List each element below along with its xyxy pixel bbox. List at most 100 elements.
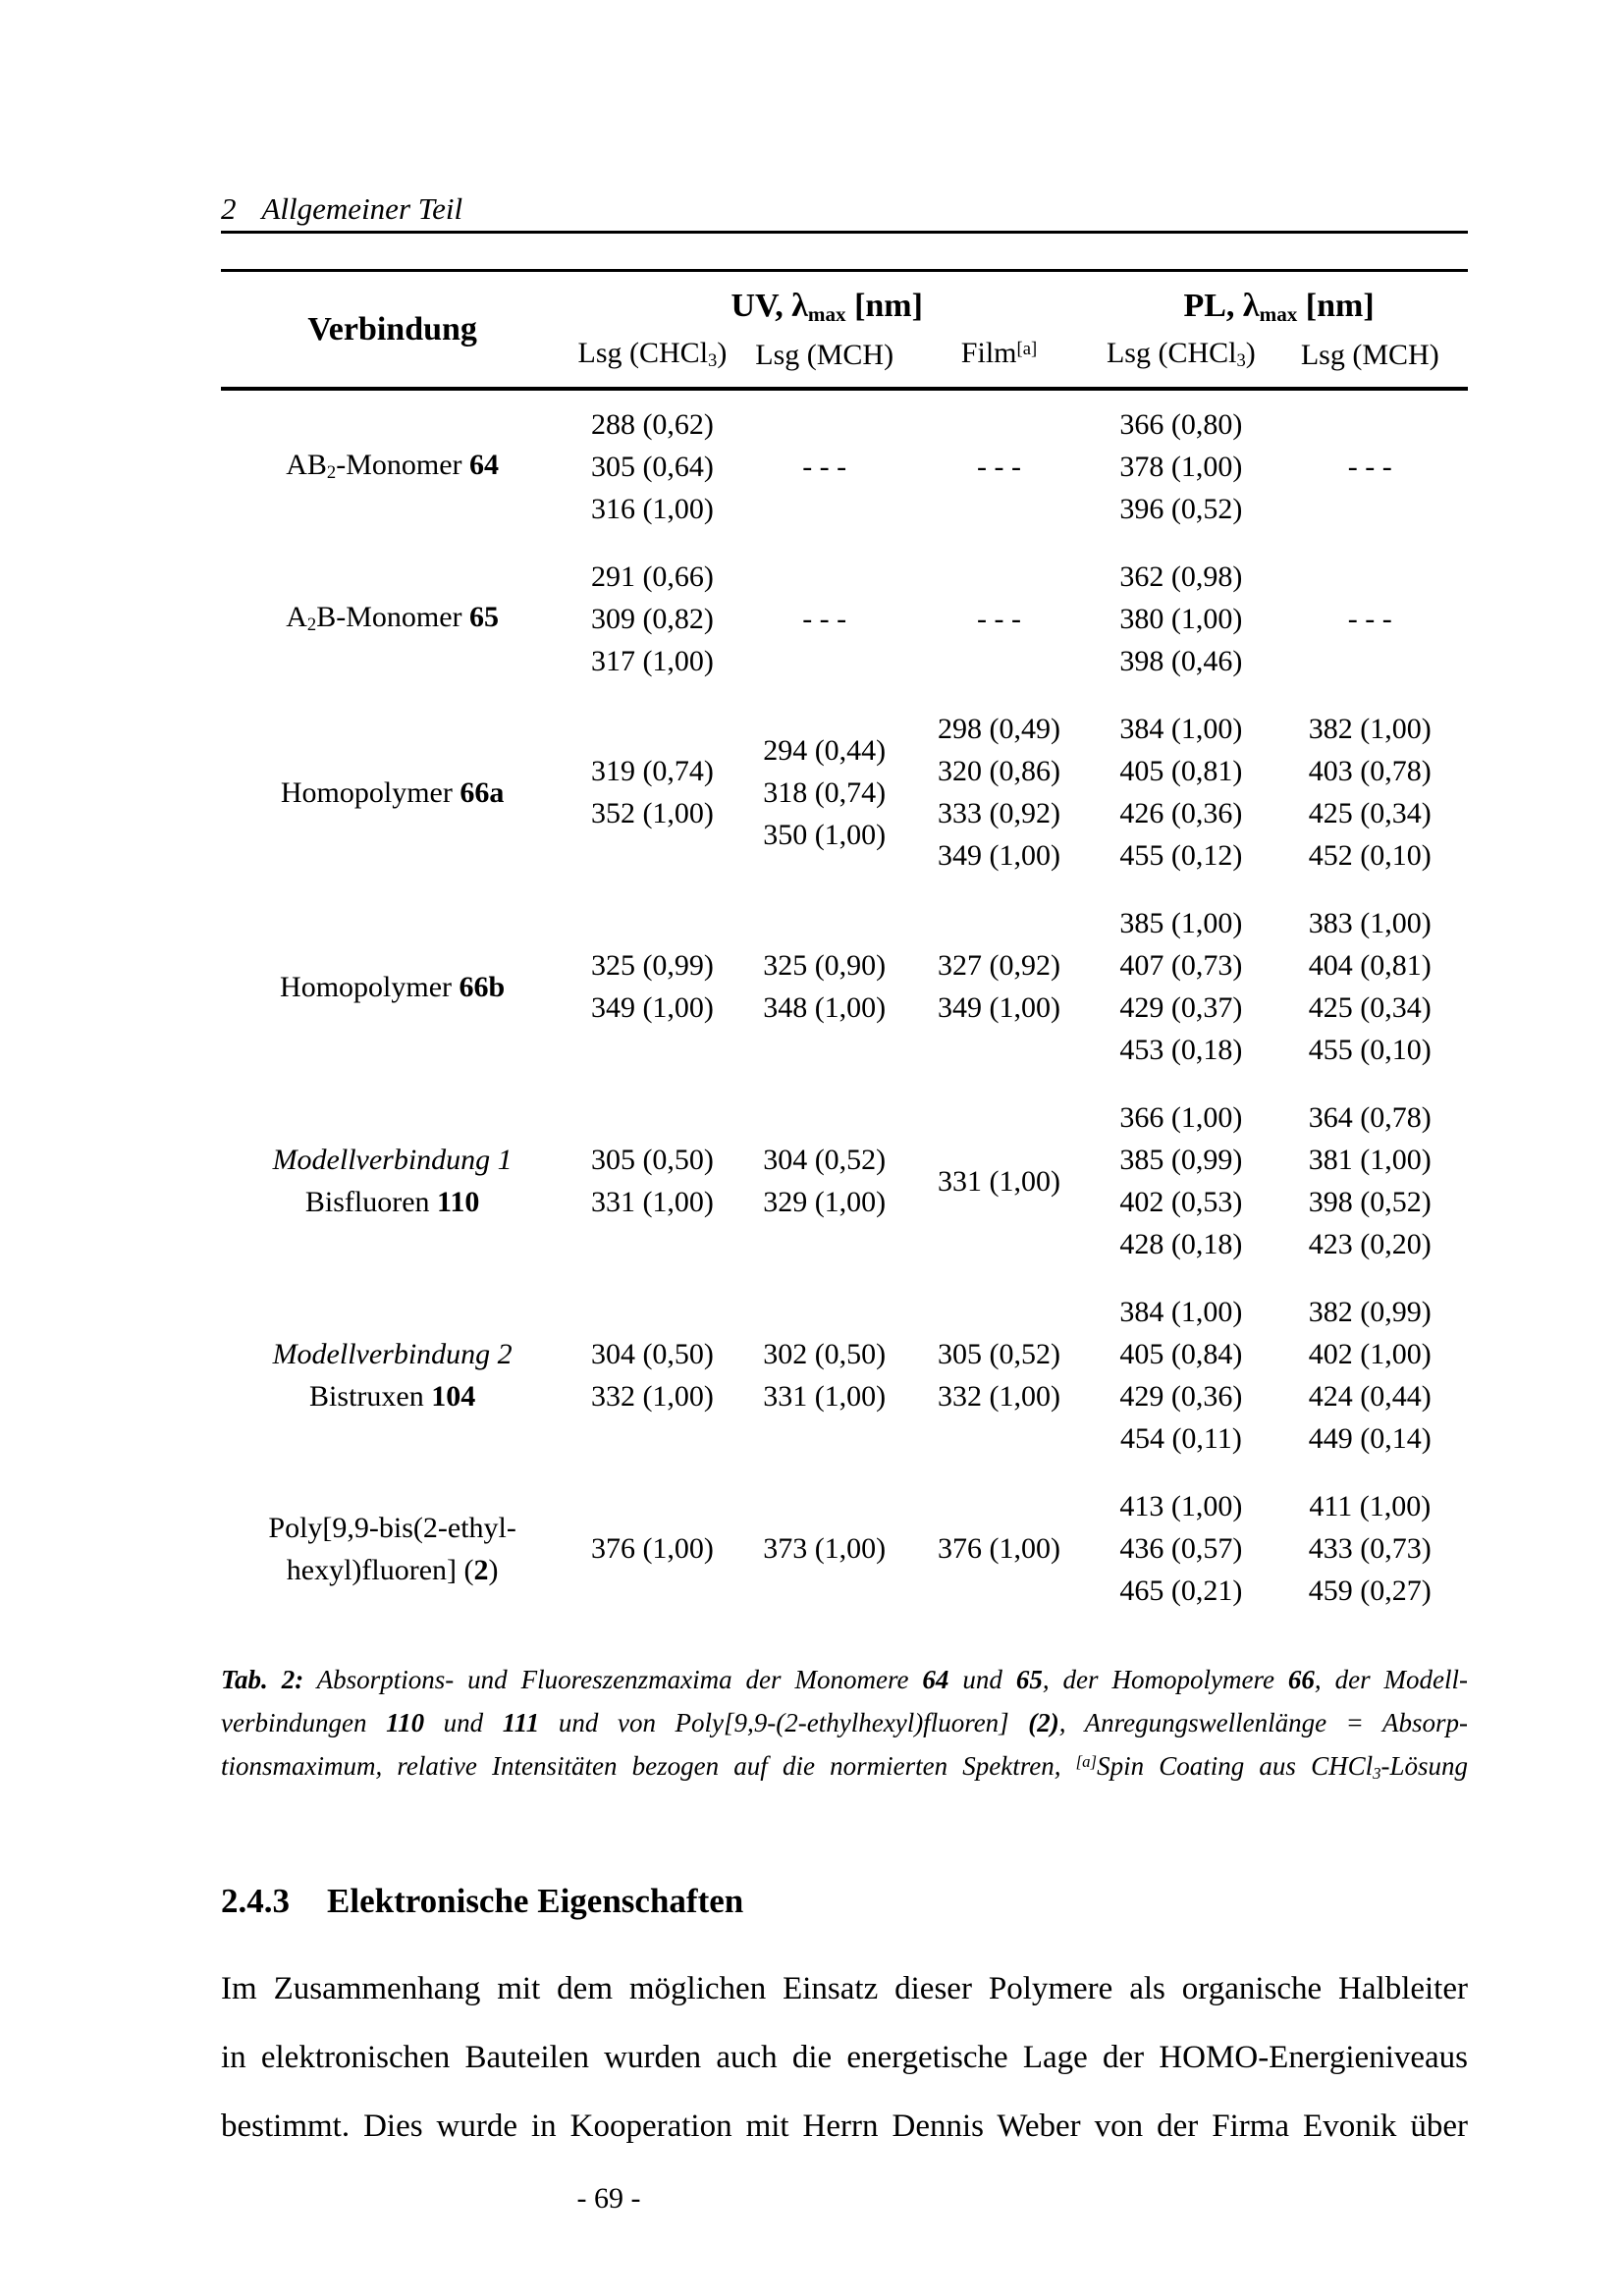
running-header: 2 Allgemeiner Teil	[221, 192, 1468, 226]
cell-uv-chcl3: 325 (0,99) 349 (1,00)	[590, 949, 714, 1024]
compound-name-text: Homopolymer	[280, 775, 460, 809]
body-paragraph: Im Zusammenhang mit dem möglichen Einsat…	[221, 1954, 1468, 2161]
caption-text: Spin Coating aus CHCl	[1097, 1751, 1374, 1781]
table-sub-header-row: Lsg (CHCl3) Lsg (MCH) Film[a] Lsg (CHCl3…	[221, 332, 1468, 389]
compound-name: Poly[9,9-bis(2-ethyl- hexyl)fluoren] (2)	[221, 1472, 564, 1625]
cell-uv-chcl3: 304 (0,50) 332 (1,00)	[590, 1338, 714, 1413]
cell-film: 305 (0,52) 332 (1,00)	[937, 1338, 1060, 1413]
paragraph-line-3: bestimmt. Dies wurde in Kooperation mit …	[221, 2109, 1468, 2144]
column-group-header-uv: UV, λmax [nm]	[564, 271, 1090, 333]
cell-film: - - -	[976, 451, 1021, 483]
cell-pl-chcl3: 366 (0,80) 378 (1,00) 396 (0,52)	[1119, 408, 1243, 525]
caption-line-1: Tab. 2: Absorptions- und Fluoreszenzmaxi…	[221, 1658, 1468, 1701]
column-header-uv-lsg-chcl3: Lsg (CHCl3)	[564, 332, 740, 389]
cell-pl-mch: 383 (1,00) 404 (0,81) 425 (0,34) 455 (0,…	[1308, 907, 1432, 1066]
uv-chcl3-subscript: 3	[708, 350, 718, 372]
cell-uv-chcl3: 319 (0,74) 352 (1,00)	[590, 755, 714, 829]
compound-name-close: )	[488, 1553, 499, 1586]
cell-uv-chcl3: 305 (0,50) 331 (1,00)	[590, 1144, 714, 1218]
compound-name-text: Bisfluoren	[304, 1186, 438, 1218]
table-head: Verbindung UV, λmax [nm] PL, λ max [nm] L…	[221, 271, 1468, 389]
column-header-verbindung: Verbindung	[307, 310, 477, 347]
cell-film: - - -	[976, 603, 1021, 635]
uv-header-unit: [nm]	[845, 288, 923, 324]
column-header-pl-lsg-mch: Lsg (MCH)	[1300, 339, 1439, 371]
compound-number: 2	[473, 1553, 489, 1586]
cell-film: 298 (0,49) 320 (0,86) 333 (0,92) 349 (1,…	[937, 713, 1060, 872]
table-group-header-row: Verbindung UV, λmax [nm] PL, λ max [nm]	[221, 271, 1468, 347]
caption-bold: (2)	[1028, 1708, 1059, 1737]
cell-pl-mch: 382 (1,00) 403 (0,78) 425 (0,34) 452 (0,…	[1308, 713, 1432, 872]
cell-pl-chcl3: 413 (1,00) 436 (0,57) 465 (0,21)	[1119, 1490, 1243, 1607]
cell-pl-mch: 382 (0,99) 402 (1,00) 424 (0,44) 449 (0,…	[1308, 1296, 1432, 1455]
cell-pl-chcl3: 366 (1,00) 385 (0,99) 402 (0,53) 428 (0,…	[1119, 1101, 1243, 1260]
table-row-modellverbindung-1-bisfluoren-110: Modellverbindung 1 Bisfluoren 110 305 (0…	[221, 1084, 1468, 1278]
cell-pl-chcl3: 384 (1,00) 405 (0,81) 426 (0,36) 455 (0,…	[1119, 713, 1243, 872]
compound-name-text: A	[286, 601, 307, 633]
compound-name-subscript: 2	[306, 614, 317, 636]
running-header-chapter-number: 2	[221, 191, 237, 226]
cell-pl-chcl3: 384 (1,00) 405 (0,84) 429 (0,36) 454 (0,…	[1119, 1296, 1243, 1455]
table-row-homopolymer-66a: Homopolymer 66a 319 (0,74) 352 (1,00) 29…	[221, 695, 1468, 889]
table-body: AB 2 -Monomer 64 288 (0,62) 305 (0,64) 316…	[221, 389, 1468, 1625]
column-header-uv-lsg-mch: Lsg (MCH)	[755, 339, 894, 371]
caption-bold: 64	[922, 1665, 949, 1694]
table-row-modellverbindung-2-bistruxen-104: Modellverbindung 2 Bistruxen 104 304 (0,…	[221, 1278, 1468, 1472]
cell-uv-mch: - - -	[802, 603, 847, 635]
caption-text: und von Poly[9,9-(2-ethylhexyl)fluoren]	[539, 1708, 1029, 1737]
column-header-film: Film[a]	[908, 332, 1090, 389]
cell-film: 376 (1,00)	[937, 1532, 1060, 1565]
pl-header-unit: [nm]	[1297, 288, 1375, 324]
uv-chcl3-text: Lsg (CHCl	[577, 337, 709, 369]
table-row-ab2-monomer-64: AB2-Monomer 64 288 (0,62) 305 (0,64) 316…	[221, 389, 1468, 543]
section-heading: 2.4.3 Elektronische Eigenschaften	[221, 1882, 1468, 1921]
cell-uv-mch: 304 (0,52) 329 (1,00)	[763, 1144, 887, 1218]
uv-header-subscript: max	[807, 301, 846, 326]
film-text: Film	[960, 337, 1017, 369]
pl-header-text: PL, λ	[1183, 288, 1260, 324]
compound-name: Modellverbindung 2 Bistruxen 104	[221, 1278, 564, 1472]
caption-text: Absorptions- und Fluoreszenzmaxima der M…	[303, 1665, 923, 1694]
compound-name: A2B-Monomer 65	[221, 543, 564, 695]
column-header-pl-lsg-chcl3: Lsg (CHCl3)	[1090, 332, 1271, 389]
compound-name: Modellverbindung 1 Bisfluoren 110	[221, 1084, 564, 1278]
caption-subscript: 3	[1373, 1763, 1381, 1783]
uv-chcl3-close: )	[717, 337, 728, 369]
compound-name-line2: Bisfluoren 110	[223, 1181, 562, 1223]
compound-name-text: AB	[286, 449, 327, 481]
compound-name-italic: Modellverbindung 1	[272, 1144, 513, 1176]
cell-uv-chcl3: 288 (0,62) 305 (0,64) 316 (1,00)	[590, 408, 714, 525]
cell-uv-chcl3: 291 (0,66) 309 (0,82) 317 (1,00)	[590, 561, 714, 677]
caption-line-3: tionsmaximum, relative Intensitäten bezo…	[221, 1744, 1468, 1791]
section-number: 2.4.3	[221, 1882, 290, 1920]
caption-text: , der Modell-	[1314, 1665, 1469, 1694]
caption-bold: 110	[386, 1708, 425, 1737]
cell-uv-mch: 302 (0,50) 331 (1,00)	[763, 1338, 887, 1413]
compound-name-text: Bistruxen	[309, 1380, 432, 1413]
cell-pl-mch: - - -	[1347, 451, 1392, 483]
film-footnote-marker: [a]	[1016, 338, 1038, 359]
compound-number: 65	[469, 601, 500, 633]
cell-uv-mch: - - -	[802, 451, 847, 483]
cell-film: 327 (0,92) 349 (1,00)	[937, 949, 1060, 1024]
caption-bold: 111	[502, 1708, 540, 1737]
caption-text: , Anregungswellenlänge = Absorp-	[1058, 1708, 1468, 1737]
compound-number: 66a	[460, 775, 505, 809]
compound-number: 66b	[459, 970, 506, 1003]
caption-text: verbindungen	[221, 1708, 387, 1737]
compound-name-text2: -Monomer	[336, 449, 470, 481]
spectra-table: Verbindung UV, λmax [nm] PL, λ max [nm] L…	[221, 269, 1468, 1625]
compound-number: 64	[469, 449, 500, 481]
compound-name: Homopolymer 66a	[221, 695, 564, 889]
page-number: - 69 -	[576, 2182, 641, 2215]
compound-name-text2: hexyl)fluoren] (	[286, 1553, 474, 1586]
pl-chcl3-close: )	[1245, 337, 1256, 369]
cell-pl-mch: 364 (0,78) 381 (1,00) 398 (0,52) 423 (0,…	[1308, 1101, 1432, 1260]
caption-bold: 66	[1287, 1665, 1315, 1694]
cell-film: 331 (1,00)	[937, 1164, 1060, 1198]
caption-text: -Lösung	[1380, 1751, 1468, 1781]
pl-chcl3-subscript: 3	[1236, 350, 1246, 372]
compound-name-italic: Modellverbindung 2	[272, 1338, 513, 1370]
compound-name-line2: hexyl)fluoren] (2)	[223, 1549, 562, 1591]
